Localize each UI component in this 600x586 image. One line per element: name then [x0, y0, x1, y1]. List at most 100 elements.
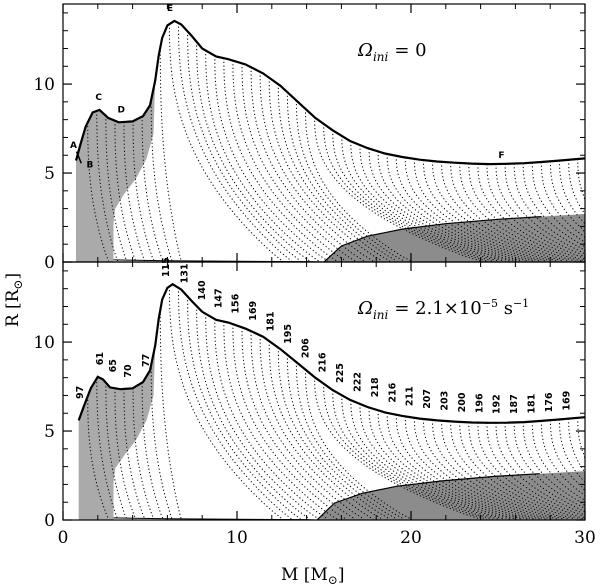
- isocontour-line: [214, 55, 329, 262]
- point-label: F: [498, 151, 504, 161]
- top-omega-annotation: Ωini = 0: [357, 40, 427, 64]
- isocontour-line: [404, 416, 541, 520]
- velocity-label: 211: [405, 386, 416, 406]
- isocontour-line: [187, 296, 301, 520]
- velocity-label: 225: [335, 363, 346, 383]
- isocontour-line: [295, 100, 405, 262]
- isocontour-line: [413, 158, 547, 262]
- velocity-label: 169: [561, 391, 572, 411]
- omega-symbol: Ω: [357, 40, 373, 61]
- isocontour-line: [295, 362, 405, 520]
- y-tick-label: 5: [44, 164, 55, 184]
- isocontour-line: [150, 99, 173, 262]
- point-label: C: [95, 93, 102, 103]
- isocontour-line: [232, 324, 347, 520]
- isocontour-line: [232, 60, 347, 262]
- isocontour-line: [386, 153, 529, 262]
- isocontour-line: [196, 41, 310, 262]
- isocontour-line: [314, 376, 481, 520]
- x-axis-label-close: ]: [338, 565, 345, 585]
- isocontour-line: [114, 388, 137, 520]
- isocontour-line: [187, 31, 301, 262]
- velocity-label: 70: [123, 364, 134, 378]
- isocontour-line: [450, 162, 570, 262]
- isocontour-line: [141, 116, 164, 262]
- isocontour-line: [214, 318, 329, 520]
- isocontour-line: [422, 160, 552, 262]
- isocontour-line: [377, 151, 523, 262]
- isocontour-line: [422, 418, 552, 520]
- convective-core-boundary: [323, 216, 542, 262]
- x-axis-label: M [M⊙]: [281, 565, 345, 586]
- isocontour-line: [87, 122, 110, 262]
- isocontour-line: [268, 341, 383, 520]
- y-axis-label-text: R [R: [3, 288, 23, 327]
- velocity-label: 206: [300, 338, 311, 358]
- bottom-plot-area: [77, 282, 585, 520]
- velocity-label: 207: [422, 389, 433, 409]
- velocity-label: 216: [387, 382, 398, 402]
- bottom-omega-annotation: Ωini = 2.1×10−5 s−1: [357, 297, 529, 322]
- velocity-label: 65: [108, 359, 119, 372]
- omega-value: = 2.1×10: [394, 298, 481, 319]
- isocontour-line: [168, 24, 283, 262]
- isocontour-line: [441, 161, 564, 262]
- isocontour-line: [332, 390, 493, 520]
- omega-subscript: ini: [373, 308, 389, 322]
- convective-core-region: [324, 214, 585, 262]
- isocontour-line: [549, 161, 585, 262]
- isocontour-line: [259, 335, 374, 520]
- isocontour-line: [159, 309, 182, 520]
- isocontour-line: [395, 155, 535, 262]
- isocontour-line: [268, 77, 383, 262]
- velocity-label: 216: [318, 352, 329, 372]
- isocontour-line: [486, 422, 585, 520]
- velocity-label: 192: [492, 394, 503, 414]
- velocity-label: 203: [440, 391, 451, 411]
- convective-envelope-region: [78, 345, 156, 520]
- isocontour-line: [105, 115, 128, 262]
- velocity-label: 181: [527, 394, 538, 414]
- convective-core-boundary: [316, 473, 540, 520]
- isocontour-line: [114, 120, 137, 262]
- velocity-label: 97: [75, 386, 86, 399]
- isocontour-line: [205, 50, 320, 262]
- velocity-label: 218: [370, 377, 381, 397]
- isocontour-line: [377, 410, 523, 520]
- x-tick-label: 0: [58, 528, 69, 548]
- isocontour-line: [314, 117, 481, 262]
- panel-top: 0 5 10 AB C D E F Ωini = 0: [33, 3, 586, 273]
- isocontour-line: [522, 163, 585, 262]
- velocity-label: 200: [457, 392, 468, 412]
- isocontour-line: [450, 421, 570, 520]
- isocontour-line: [223, 58, 338, 262]
- velocity-label: 196: [474, 393, 485, 413]
- isocontour-line: [250, 67, 365, 262]
- y-tick-label: 0: [44, 511, 55, 531]
- isocontour-line: [513, 163, 585, 262]
- velocity-label: 77: [141, 354, 152, 367]
- x-tick-label: 10: [226, 528, 248, 548]
- y-tick-label: 5: [44, 422, 55, 442]
- isocontour-line: [305, 108, 412, 262]
- isocontour-line: [123, 389, 146, 520]
- isocontour-line: [441, 420, 564, 520]
- velocity-label: 169: [248, 301, 259, 321]
- isocontour-line: [540, 420, 585, 520]
- point-label: A: [70, 141, 77, 151]
- isocontour-line: [549, 420, 585, 520]
- point-label: D: [118, 106, 125, 116]
- x-axis-label-text: M [M: [281, 565, 328, 585]
- isocontour-line: [468, 422, 582, 520]
- isocontour-line: [531, 162, 585, 262]
- y-axis-label: R [R⊙]: [3, 273, 25, 327]
- isocontour-line: [341, 395, 499, 520]
- omega-exponent: −5: [482, 297, 498, 310]
- isocontour-line: [350, 141, 505, 262]
- velocity-label: 222: [353, 372, 364, 392]
- isocontour-line: [132, 388, 155, 520]
- velocity-label: 156: [231, 293, 242, 313]
- velocity-label: 147: [213, 288, 224, 308]
